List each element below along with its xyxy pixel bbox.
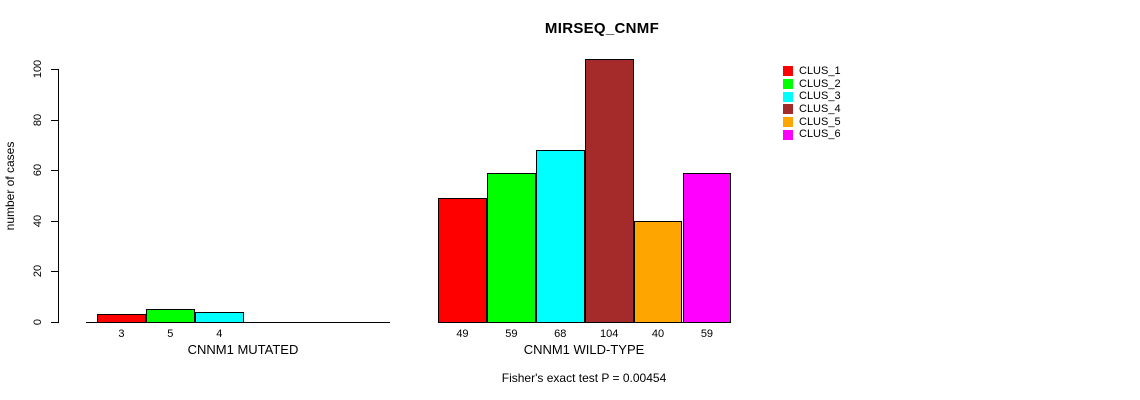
legend-swatch-clus_6 [783, 129, 793, 140]
y-tick-label: 100 [32, 59, 44, 79]
legend-row: CLUS_4 [783, 103, 841, 116]
chart-title: MIRSEQ_CNMF [544, 20, 660, 37]
legend-row: CLUS_6 [783, 128, 841, 141]
y-tick-mark [51, 69, 58, 70]
legend-swatch-clus_3 [783, 91, 793, 102]
y-tick-mark [51, 220, 58, 222]
bar-clus_2 [145, 309, 195, 323]
bar-value-label: 40 [651, 328, 665, 340]
bar-value-label: 3 [118, 328, 125, 340]
bar-value-label: 68 [554, 328, 567, 340]
y-tick-label: 0 [32, 318, 44, 326]
bar-clus_1 [97, 314, 146, 323]
y-axis-label: number of cases [3, 141, 17, 231]
legend-row: CLUS_3 [783, 90, 841, 103]
legend-swatch-clus_1 [783, 66, 793, 77]
y-tick-label: 80 [32, 113, 44, 126]
legend-swatch-clus_4 [783, 104, 793, 115]
legend-label: CLUS_6 [799, 128, 841, 141]
bar-value-label: 59 [700, 328, 714, 340]
bar-clus_2 [486, 172, 536, 323]
group-label-wildtype: CNNM1 WILD-TYPE [523, 342, 645, 357]
legend-swatch-clus_5 [783, 117, 793, 128]
bar-clus_5 [633, 220, 683, 323]
legend-label: CLUS_5 [799, 115, 841, 128]
bar-clus_6 [682, 172, 732, 323]
legend-label: CLUS_2 [799, 77, 841, 90]
y-tick-label: 60 [32, 164, 44, 177]
legend-row: CLUS_5 [783, 116, 841, 129]
bar-clus_3 [194, 311, 244, 323]
y-axis-line [58, 69, 59, 323]
bar-clus_3 [535, 149, 585, 323]
y-tick-mark [51, 119, 58, 121]
legend-row: CLUS_1 [783, 65, 841, 78]
bar-value-label: 59 [505, 328, 518, 340]
legend-label: CLUS_3 [799, 90, 841, 103]
legend-swatch-clus_2 [783, 79, 793, 90]
y-tick-mark [51, 322, 58, 323]
legend: CLUS_1 CLUS_2 CLUS_3 CLUS_4 CLUS_5 CLUS_6 [783, 65, 841, 141]
bar-clus_1 [438, 198, 487, 323]
fisher-test-annotation: Fisher's exact test P = 0.00454 [501, 371, 667, 385]
y-tick-label: 40 [32, 214, 44, 227]
y-tick-mark [51, 170, 58, 172]
y-tick-mark [51, 271, 58, 273]
bar-value-label: 4 [216, 328, 223, 340]
y-tick-label: 20 [32, 265, 44, 278]
bar-value-label: 5 [167, 328, 174, 340]
bar-clus_4 [584, 58, 634, 323]
legend-label: CLUS_1 [799, 64, 841, 77]
bar-value-label: 49 [456, 328, 469, 340]
legend-row: CLUS_2 [783, 78, 841, 91]
bar-value-label: 104 [599, 328, 619, 340]
legend-label: CLUS_4 [799, 102, 841, 115]
group-label-mutated: CNNM1 MUTATED [187, 342, 299, 357]
